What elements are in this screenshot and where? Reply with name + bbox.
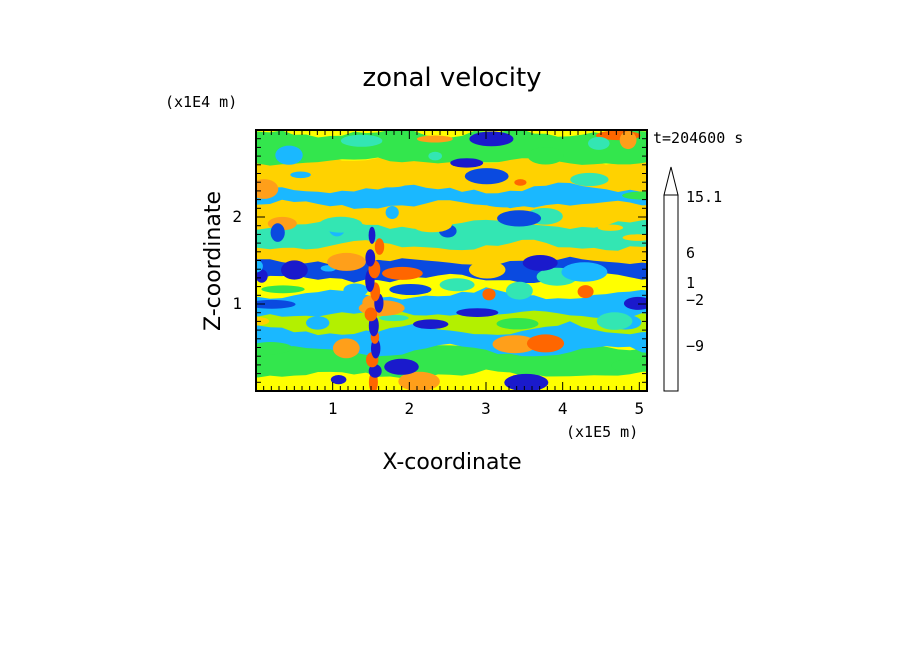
- contour-blob: [416, 135, 453, 143]
- contour-blob: [261, 285, 305, 294]
- contour-blob: [469, 131, 514, 147]
- contour-blob: [256, 269, 268, 283]
- contour-blob: [319, 216, 363, 233]
- contour-blob: [270, 223, 285, 242]
- contour-blob: [439, 278, 475, 292]
- contour-blob: [561, 262, 608, 282]
- x-unit-label: (x1E5 m): [566, 423, 638, 441]
- colorbar-arrow: [663, 166, 679, 196]
- contour-blob: [368, 364, 382, 378]
- colorbar: 15.1 6 1−2 −9: [663, 166, 722, 392]
- colorbar-label: −9: [686, 337, 704, 355]
- contour-blob: [570, 172, 609, 187]
- contour-blob: [281, 260, 308, 280]
- contour-blob: [468, 260, 506, 279]
- contour-blob: [456, 308, 499, 317]
- contour-blob: [256, 342, 293, 355]
- x-tick-label: 5: [635, 399, 645, 418]
- colorbar-frame: [663, 194, 679, 392]
- contour-blob: [577, 285, 594, 299]
- contour-blob: [371, 338, 381, 359]
- contour-blob: [384, 358, 419, 375]
- contour-blob: [290, 171, 311, 179]
- contour-blob: [256, 299, 296, 309]
- y-unit-label: (x1E4 m): [165, 93, 237, 111]
- x-tick-label: 2: [405, 399, 415, 418]
- contour-blob: [256, 179, 279, 199]
- x-tick-label: 4: [558, 399, 568, 418]
- contour-blob: [504, 373, 549, 391]
- contour-blob: [597, 224, 624, 231]
- contour-blob: [484, 199, 531, 208]
- contour-blob: [382, 266, 423, 280]
- contour-blob: [379, 314, 409, 322]
- contour-blob: [464, 168, 509, 185]
- contour-blob: [327, 252, 366, 271]
- chart-title: zonal velocity: [362, 63, 541, 93]
- contour-blob: [374, 238, 385, 255]
- colorbar-label: −2: [686, 291, 704, 309]
- colorbar-label: 15.1: [686, 188, 722, 206]
- contour-blob: [596, 312, 633, 330]
- contour-blob: [343, 283, 369, 297]
- contour-blob: [611, 359, 647, 373]
- x-axis-title: X-coordinate: [382, 450, 521, 475]
- contour-blob: [482, 288, 496, 301]
- y-tick-label: 1: [232, 294, 242, 313]
- contour-band: [256, 343, 647, 379]
- contour-blob: [275, 145, 303, 165]
- y-axis-title: Z-coordinate: [201, 191, 226, 331]
- contour-blob: [371, 180, 407, 188]
- contour-blob: [256, 316, 270, 326]
- contour-blob: [492, 335, 538, 354]
- contour-blob: [526, 334, 565, 353]
- contour-blob: [332, 338, 360, 359]
- contour-blob: [340, 134, 383, 147]
- contour-blob: [522, 255, 558, 271]
- contour-field: [256, 130, 647, 391]
- contour-blob: [368, 226, 376, 244]
- contour-blob: [622, 234, 647, 241]
- contour-blob: [385, 206, 399, 219]
- contour-blob: [622, 191, 647, 200]
- contour-blob: [413, 319, 449, 330]
- contour-blob: [623, 296, 647, 310]
- contour-blob: [412, 217, 452, 233]
- contour-blob: [514, 179, 527, 186]
- contour-blob: [496, 318, 539, 330]
- contour-blob: [497, 210, 542, 227]
- contour-blob: [398, 371, 440, 391]
- contour-blob: [450, 158, 484, 168]
- x-axis: 1 2 3 4 5: [263, 130, 648, 418]
- contour-blob: [428, 151, 443, 161]
- contour-blob: [506, 281, 533, 300]
- y-axis: 12: [232, 138, 647, 383]
- contour-blob: [364, 307, 378, 322]
- contour-blob: [527, 147, 564, 165]
- contour-blob: [365, 249, 376, 267]
- x-tick-label: 3: [481, 399, 491, 418]
- x-tick-label: 1: [328, 399, 338, 418]
- colorbar-label: 6: [686, 244, 695, 262]
- contour-blob: [389, 284, 432, 295]
- contour-blob: [306, 316, 330, 330]
- contour-blob: [619, 131, 637, 150]
- contour-blob: [330, 375, 347, 385]
- y-tick-label: 2: [232, 207, 242, 226]
- colorbar-label: 1: [686, 274, 695, 292]
- time-label: t=204600 s: [653, 129, 743, 147]
- contour-blob: [588, 136, 610, 150]
